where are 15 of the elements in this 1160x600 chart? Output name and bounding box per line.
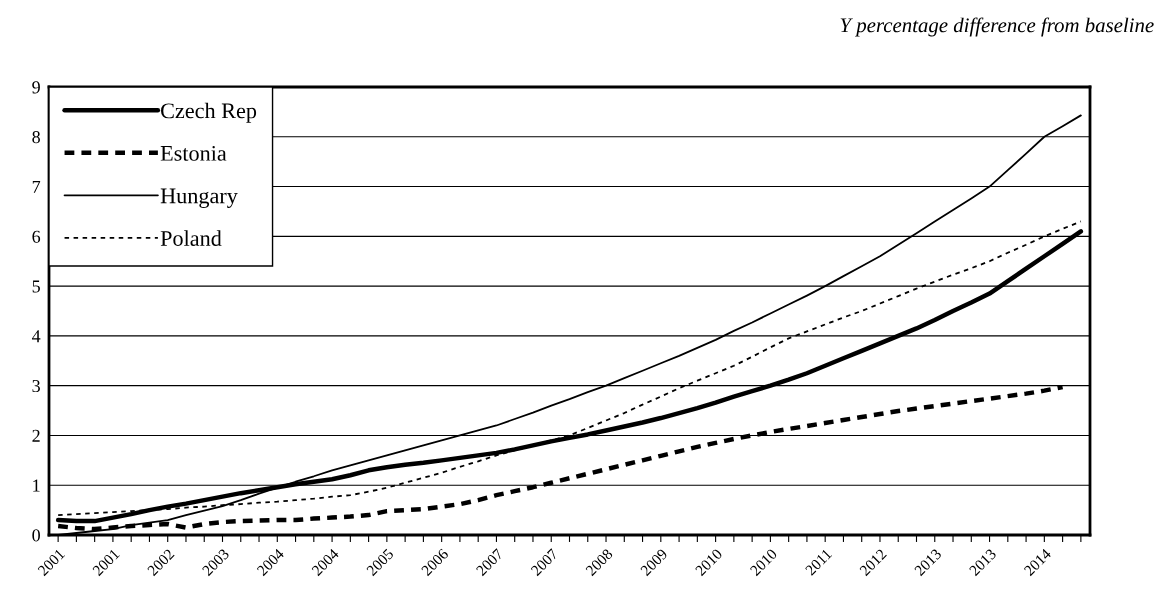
legend-label: Hungary xyxy=(160,188,238,208)
legend-label: Estonia xyxy=(160,145,227,161)
y-tick-label: 2 xyxy=(32,429,40,442)
legend-label: Poland xyxy=(160,230,222,246)
y-tick-label: 0 xyxy=(32,529,40,542)
y-tick-label: 3 xyxy=(32,379,40,393)
legend-label: Czech Rep xyxy=(161,102,257,123)
y-tick-label: 5 xyxy=(32,280,40,293)
y-tick-label: 1 xyxy=(33,479,40,492)
y-tick-label: 4 xyxy=(31,330,41,343)
y-tick-label: 8 xyxy=(32,131,40,144)
y-tick-label: 7 xyxy=(32,181,41,193)
y-tick-label: 9 xyxy=(32,81,40,94)
chart-title: Y percentage difference from baseline xyxy=(840,17,1154,37)
y-tick-label: 6 xyxy=(32,230,41,243)
